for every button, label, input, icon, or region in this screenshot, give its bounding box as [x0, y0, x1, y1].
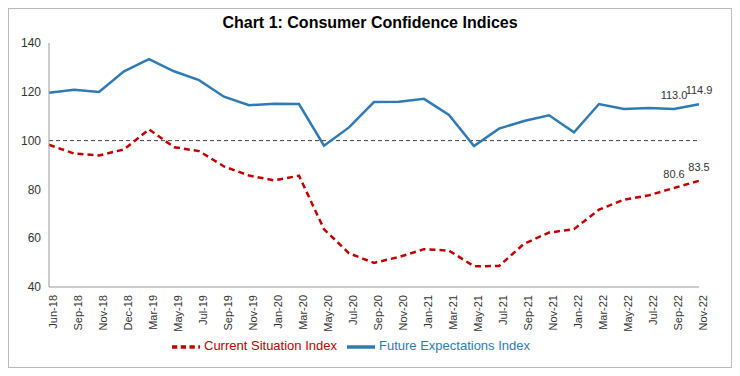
html-text:Chart 1: Consumer Confidence I: Chart 1: Consumer Confidence Indices	[222, 14, 518, 31]
svg-text:Mar-22: Mar-22	[597, 295, 609, 330]
svg-text:Nov-18: Nov-18	[97, 295, 109, 330]
svg-text:Jul-21: Jul-21	[497, 295, 509, 325]
svg-text:Dec-18: Dec-18	[122, 295, 134, 330]
svg-text:114.9: 114.9	[686, 84, 713, 96]
svg-text:Jul-19: Jul-19	[197, 295, 209, 325]
svg-text:Jan-20: Jan-20	[272, 295, 284, 329]
svg-text:Nov-19: Nov-19	[247, 295, 259, 330]
svg-text:Sep-21: Sep-21	[522, 295, 534, 330]
svg-text:Sep-22: Sep-22	[672, 295, 684, 330]
svg-text:140: 140	[21, 36, 41, 50]
svg-text:Nov-21: Nov-21	[547, 295, 559, 330]
html-text:Current Situation Index: Current Situation Index	[204, 338, 337, 354]
html-text:Future Expectations Index: Future Expectations Index	[379, 338, 530, 354]
svg-text:Mar-19: Mar-19	[147, 295, 159, 330]
svg-text:40: 40	[28, 280, 42, 294]
svg-text:Jul-22: Jul-22	[647, 295, 659, 325]
svg-text:Sep-20: Sep-20	[372, 295, 384, 330]
svg-text:Mar-21: Mar-21	[447, 295, 459, 330]
svg-text:113.0: 113.0	[661, 89, 688, 101]
svg-text:Sep-18: Sep-18	[72, 295, 84, 330]
svg-text:Jan-22: Jan-22	[572, 295, 584, 329]
svg-text:100: 100	[21, 134, 41, 148]
svg-text:Nov-22: Nov-22	[697, 295, 709, 330]
svg-text:120: 120	[21, 85, 41, 99]
svg-text:83.5: 83.5	[688, 161, 709, 173]
svg-text:May-20: May-20	[322, 295, 334, 332]
svg-text:May-21: May-21	[472, 295, 484, 332]
svg-text:80: 80	[28, 183, 42, 197]
svg-text:Jul-20: Jul-20	[347, 295, 359, 325]
svg-text:80.6: 80.6	[663, 168, 684, 180]
svg-text:60: 60	[28, 231, 42, 245]
svg-text:Sep-19: Sep-19	[222, 295, 234, 330]
svg-text:Jan-21: Jan-21	[422, 295, 434, 329]
svg-text:May-19: May-19	[172, 295, 184, 332]
svg-text:Jun-18: Jun-18	[47, 295, 59, 329]
svg-text:Mar-20: Mar-20	[297, 295, 309, 330]
svg-text:Nov-20: Nov-20	[397, 295, 409, 330]
svg-text:May-22: May-22	[622, 295, 634, 332]
